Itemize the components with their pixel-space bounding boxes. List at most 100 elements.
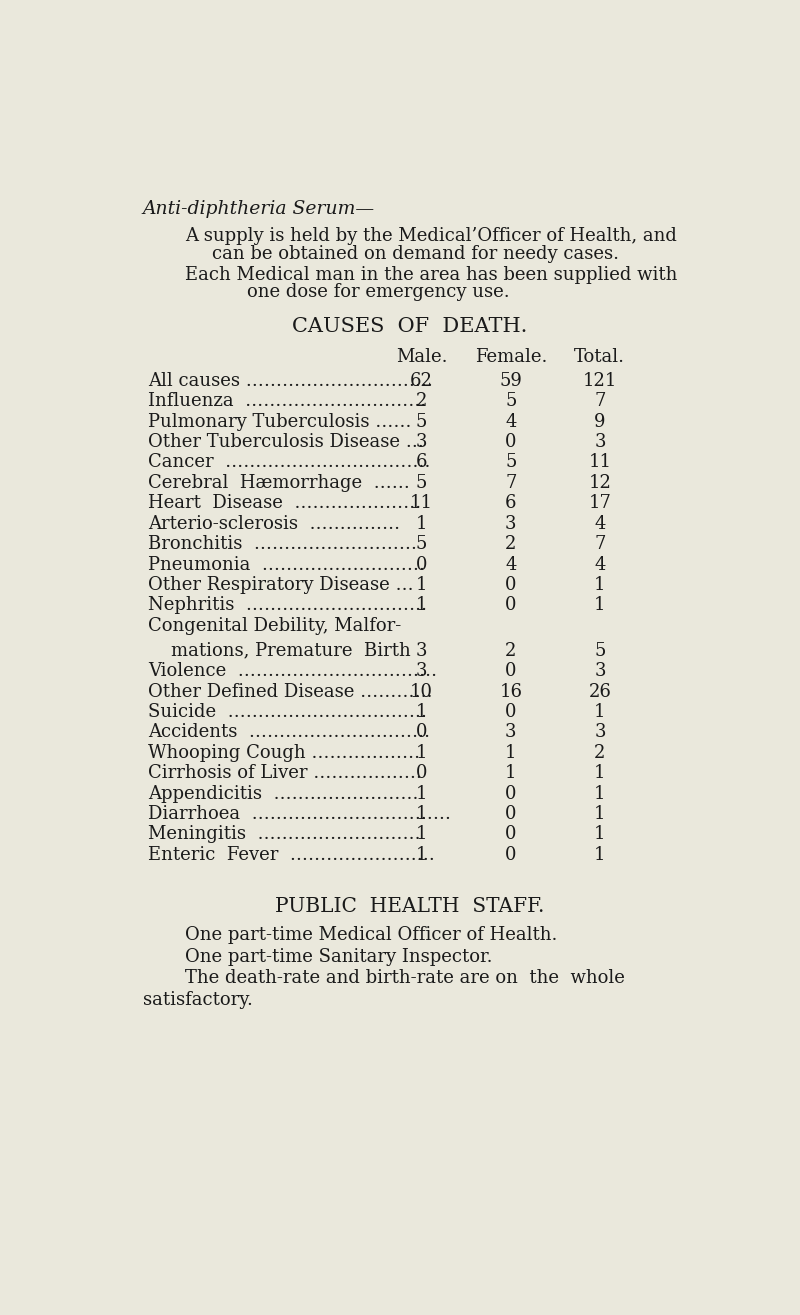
Text: 0: 0: [505, 846, 517, 864]
Text: Other Respiratory Disease …: Other Respiratory Disease …: [148, 576, 414, 594]
Text: Male.: Male.: [396, 348, 447, 366]
Text: 26: 26: [589, 682, 611, 701]
Text: satisfactory.: satisfactory.: [142, 992, 253, 1009]
Text: 11: 11: [588, 454, 611, 472]
Text: mations, Premature  Birth: mations, Premature Birth: [148, 642, 411, 660]
Text: Enteric  Fever  ……………………: Enteric Fever ……………………: [148, 846, 435, 864]
Text: 1: 1: [594, 576, 606, 594]
Text: All causes ………………………….: All causes ………………………….: [148, 372, 433, 389]
Text: one dose for emergency use.: one dose for emergency use.: [247, 283, 510, 301]
Text: 0: 0: [505, 826, 517, 843]
Text: 3: 3: [505, 723, 517, 742]
Text: 3: 3: [416, 663, 427, 680]
Text: 1: 1: [416, 846, 427, 864]
Text: 0: 0: [416, 764, 427, 782]
Text: Each Medical man in the area has been supplied with: Each Medical man in the area has been su…: [186, 266, 678, 284]
Text: Pulmonary Tuberculosis ……: Pulmonary Tuberculosis ……: [148, 413, 411, 431]
Text: 0: 0: [505, 704, 517, 721]
Text: 0: 0: [505, 576, 517, 594]
Text: One part-time Sanitary Inspector.: One part-time Sanitary Inspector.: [186, 948, 493, 965]
Text: Other Defined Disease …………: Other Defined Disease …………: [148, 682, 433, 701]
Text: 6: 6: [416, 454, 427, 472]
Text: 1: 1: [416, 826, 427, 843]
Text: Appendicitis  ……………………: Appendicitis ……………………: [148, 785, 418, 802]
Text: Cirrhosis of Liver ………………: Cirrhosis of Liver ………………: [148, 764, 422, 782]
Text: 3: 3: [594, 723, 606, 742]
Text: 4: 4: [594, 555, 606, 573]
Text: Bronchitis  ………………………: Bronchitis ………………………: [148, 535, 417, 554]
Text: Other Tuberculosis Disease …: Other Tuberculosis Disease …: [148, 433, 424, 451]
Text: Accidents  …………………………: Accidents …………………………: [148, 723, 430, 742]
Text: 4: 4: [594, 514, 606, 533]
Text: 0: 0: [505, 433, 517, 451]
Text: Total.: Total.: [574, 348, 626, 366]
Text: 0: 0: [416, 723, 427, 742]
Text: PUBLIC  HEALTH  STAFF.: PUBLIC HEALTH STAFF.: [275, 897, 545, 917]
Text: Arterio-sclerosis  ……………: Arterio-sclerosis ……………: [148, 514, 400, 533]
Text: 1: 1: [416, 805, 427, 823]
Text: 7: 7: [594, 392, 606, 410]
Text: Cerebral  Hæmorrhage  ……: Cerebral Hæmorrhage ……: [148, 473, 410, 492]
Text: 5: 5: [416, 535, 427, 554]
Text: 1: 1: [416, 514, 427, 533]
Text: 0: 0: [416, 555, 427, 573]
Text: 1: 1: [594, 596, 606, 614]
Text: 0: 0: [505, 785, 517, 802]
Text: Whooping Cough ………………: Whooping Cough ………………: [148, 744, 420, 761]
Text: 5: 5: [416, 473, 427, 492]
Text: 9: 9: [594, 413, 606, 431]
Text: 5: 5: [505, 454, 517, 472]
Text: 16: 16: [499, 682, 522, 701]
Text: 12: 12: [589, 473, 611, 492]
Text: 2: 2: [594, 744, 606, 761]
Text: Suicide  ……………………………: Suicide ……………………………: [148, 704, 427, 721]
Text: Pneumonia  ………………………: Pneumonia ………………………: [148, 555, 425, 573]
Text: Heart  Disease  …………………: Heart Disease …………………: [148, 494, 422, 513]
Text: 3: 3: [594, 433, 606, 451]
Text: The death-rate and birth-rate are on  the  whole: The death-rate and birth-rate are on the…: [186, 969, 625, 988]
Text: 1: 1: [594, 785, 606, 802]
Text: Female.: Female.: [474, 348, 547, 366]
Text: 121: 121: [582, 372, 617, 389]
Text: 1: 1: [416, 596, 427, 614]
Text: 1: 1: [505, 744, 517, 761]
Text: 1: 1: [594, 826, 606, 843]
Text: 5: 5: [505, 392, 517, 410]
Text: Meningitis  ………………………: Meningitis ………………………: [148, 826, 421, 843]
Text: 2: 2: [416, 392, 427, 410]
Text: Cancer  …………………………….: Cancer …………………………….: [148, 454, 430, 472]
Text: A supply is held by the Medical’Officer of Health, and: A supply is held by the Medical’Officer …: [186, 227, 677, 245]
Text: 6: 6: [505, 494, 517, 513]
Text: 1: 1: [416, 576, 427, 594]
Text: 1: 1: [505, 764, 517, 782]
Text: Anti-diphtheria Serum—: Anti-diphtheria Serum—: [142, 200, 374, 218]
Text: 7: 7: [505, 473, 517, 492]
Text: 2: 2: [505, 535, 517, 554]
Text: 7: 7: [594, 535, 606, 554]
Text: 3: 3: [594, 663, 606, 680]
Text: 1: 1: [594, 764, 606, 782]
Text: 0: 0: [505, 663, 517, 680]
Text: 1: 1: [594, 805, 606, 823]
Text: Violence  ……………………………: Violence ……………………………: [148, 663, 437, 680]
Text: 1: 1: [416, 744, 427, 761]
Text: CAUSES  OF  DEATH.: CAUSES OF DEATH.: [292, 317, 528, 337]
Text: 0: 0: [505, 805, 517, 823]
Text: One part-time Medical Officer of Health.: One part-time Medical Officer of Health.: [186, 926, 558, 944]
Text: 5: 5: [594, 642, 606, 660]
Text: 11: 11: [410, 494, 433, 513]
Text: Influenza  …………………………: Influenza …………………………: [148, 392, 426, 410]
Text: 59: 59: [499, 372, 522, 389]
Text: 4: 4: [505, 413, 517, 431]
Text: Diarrhoea  ……………………………: Diarrhoea ……………………………: [148, 805, 451, 823]
Text: 10: 10: [410, 682, 433, 701]
Text: 1: 1: [416, 704, 427, 721]
Text: Congenital Debility, Malfor-: Congenital Debility, Malfor-: [148, 617, 402, 635]
Text: 3: 3: [416, 642, 427, 660]
Text: 2: 2: [505, 642, 517, 660]
Text: 4: 4: [505, 555, 517, 573]
Text: 0: 0: [505, 596, 517, 614]
Text: 17: 17: [589, 494, 611, 513]
Text: 3: 3: [505, 514, 517, 533]
Text: 62: 62: [410, 372, 433, 389]
